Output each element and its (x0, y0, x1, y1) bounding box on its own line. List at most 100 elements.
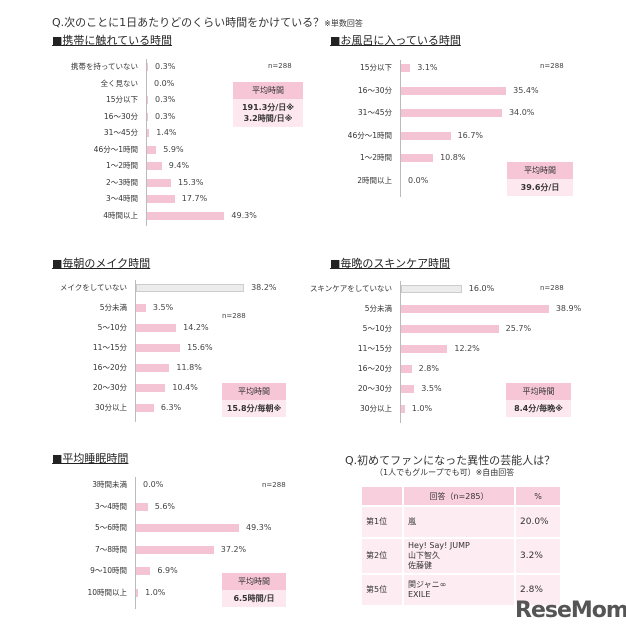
sample-size: n=288 (222, 312, 246, 320)
average-value: 6.5時間/日 (222, 590, 286, 607)
value-label: 6.3% (160, 403, 182, 412)
bar (401, 131, 451, 140)
resemom-logo: ReseMom (515, 598, 626, 623)
value-label: 16.7% (457, 130, 484, 140)
value-label: 0.3% (155, 62, 176, 71)
average-line: 191.3分/日※ (241, 103, 294, 112)
average-title: 平均時間 (233, 82, 303, 99)
bar (401, 385, 415, 393)
bar (136, 344, 181, 352)
average-value: 39.6分/日 (507, 179, 573, 196)
bar (136, 304, 146, 312)
category-label: 4時間以上 (103, 210, 138, 220)
value-label: 1.0% (411, 404, 433, 413)
bar (136, 524, 240, 533)
average-box: 平均時間 6.5時間/日 (222, 573, 286, 607)
average-line: 6.5時間/日 (233, 594, 275, 603)
value-label: 11.8% (176, 363, 202, 372)
value-label: 25.7% (505, 324, 532, 333)
bar (401, 109, 502, 117)
average-title: 平均時間 (507, 162, 573, 179)
bar (136, 567, 151, 576)
table-header: 回答（n=285） (404, 487, 514, 505)
value-label: 35.4% (513, 85, 539, 95)
sample-size: n=288 (268, 62, 292, 70)
value-label: 0.3% (155, 111, 176, 121)
average-line: 39.6分/日 (520, 183, 560, 192)
category-label: 46分〜1時間 (93, 144, 138, 154)
category-label: 2時間以上 (357, 175, 392, 185)
axis-line (135, 280, 136, 422)
category-label: 16〜20分 (92, 363, 127, 372)
chart-title: ■毎朝のメイク時間 (52, 257, 151, 270)
value-label: 0.0% (408, 175, 429, 185)
value-label: 34.0% (508, 108, 535, 117)
ranking-table: 回答（n=285）% 第1位嵐 20.0% 第2位 Hey! Say! JUMP 山下智… (360, 485, 562, 607)
question-2-sub: （1人でもグループでも可）※自由回答 (375, 468, 515, 477)
category-label: 16〜30分 (357, 85, 392, 95)
bar (401, 325, 499, 333)
bar (147, 112, 148, 121)
table-header: % (516, 487, 560, 505)
sample-size: n=288 (540, 284, 564, 292)
table-row: 第2位 Hey! Say! JUMP 山下智久 佐藤健 3.2% (362, 539, 560, 573)
category-label: 2〜3時間 (105, 177, 138, 187)
table-cell: 20.0% (516, 507, 560, 537)
sample-size: n=288 (262, 481, 286, 489)
bar (136, 364, 170, 372)
bar (147, 129, 150, 137)
axis-line (146, 59, 147, 226)
category-label: 1〜2時間 (359, 153, 392, 162)
question-2: Q.初めてファンになった異性の芸能人は？ (345, 454, 556, 467)
bar (401, 64, 411, 72)
chart-title: ■平均睡眠時間 (52, 452, 129, 465)
value-label: 14.2% (183, 323, 209, 332)
bar (401, 305, 549, 313)
category-label: スキンケアをしていない (309, 284, 392, 293)
table-cell: 第5位 (362, 575, 402, 605)
bar (147, 145, 157, 154)
table-header (362, 487, 402, 505)
axis-line (400, 60, 401, 197)
category-label: 全く見ない (100, 78, 139, 88)
category-label: 31〜45分 (103, 128, 138, 137)
bar (147, 178, 172, 187)
average-title: 平均時間 (222, 383, 286, 400)
bar (147, 63, 148, 71)
category-label: メイクをしていない (59, 283, 127, 292)
value-label: 3.5% (421, 384, 442, 393)
category-label: 5〜10分 (97, 323, 127, 332)
category-label: 携帯を持っていない (70, 62, 138, 71)
average-box: 平均時間 15.8分/毎朝※ (222, 383, 286, 417)
category-label: 3時間未満 (92, 480, 127, 489)
category-label: 9〜10時間 (90, 566, 127, 576)
bar (401, 86, 507, 95)
average-value: 15.8分/毎朝※ (222, 400, 286, 417)
category-label: 5〜10分 (362, 324, 392, 333)
table-row: 第5位 関ジャニ∞ EXILE 2.8% (362, 575, 560, 605)
value-label: 49.3% (231, 210, 257, 220)
value-label: 16.0% (468, 284, 495, 293)
category-label: 15分以下 (105, 95, 138, 104)
table-cell: 3.2% (516, 539, 560, 573)
value-label: 1.0% (145, 588, 166, 597)
table-cell: 第1位 (362, 507, 402, 537)
bar (136, 589, 139, 597)
table-cell: 第2位 (362, 539, 402, 573)
category-label: 20〜30分 (92, 383, 127, 392)
category-label: 30分以上 (359, 404, 392, 413)
value-label: 9.4% (168, 161, 190, 170)
average-value: 8.4分/毎晩※ (506, 400, 571, 417)
table-cell: 2.8% (516, 575, 560, 605)
category-label: 1〜2時間 (105, 161, 138, 170)
bar (136, 545, 214, 554)
value-label: 17.7% (181, 194, 208, 203)
bar (401, 285, 462, 293)
axis-line (135, 477, 136, 609)
value-label: 12.2% (454, 344, 480, 353)
value-label: 49.3% (246, 523, 272, 533)
value-label: 37.2% (220, 544, 247, 554)
category-label: 30分以上 (94, 403, 127, 412)
category-label: 10時間以上 (87, 588, 127, 597)
value-label: 1.4% (156, 128, 177, 137)
